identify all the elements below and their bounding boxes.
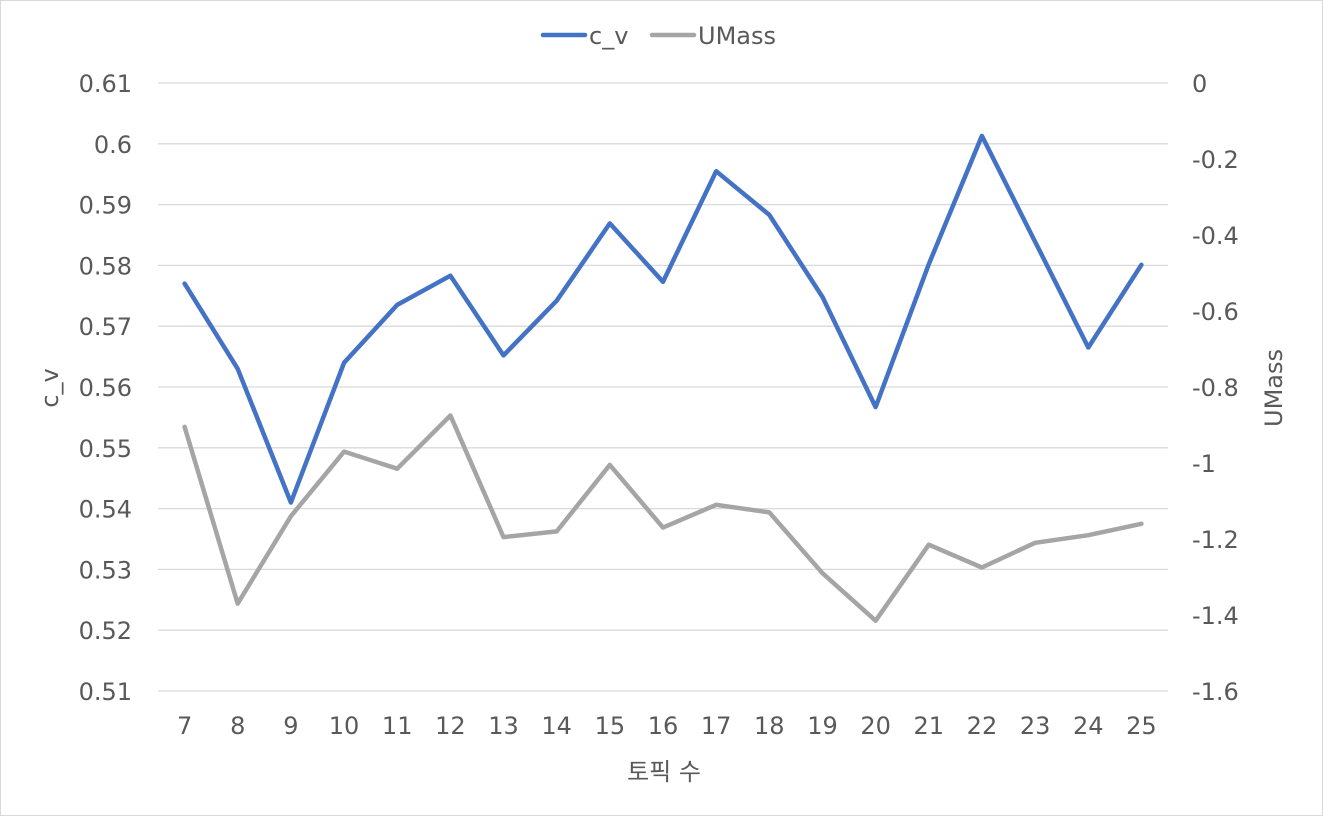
- x-tick-label: 10: [329, 712, 360, 740]
- x-tick-label: 24: [1073, 712, 1104, 740]
- left-tick-label: 0.6: [94, 131, 132, 159]
- left-tick-label: 0.61: [79, 70, 132, 98]
- right-tick-label: -1.2: [1192, 526, 1239, 554]
- left-tick-label: 0.54: [79, 496, 132, 524]
- right-tick-label: -1.6: [1192, 678, 1239, 706]
- x-tick-label: 12: [435, 712, 466, 740]
- right-tick-label: 0: [1192, 70, 1207, 98]
- x-tick-label: 23: [1020, 712, 1051, 740]
- left-tick-label: 0.53: [79, 556, 132, 584]
- x-tick-label: 16: [648, 712, 679, 740]
- left-tick-label: 0.58: [79, 252, 132, 280]
- right-tick-label: -1: [1192, 450, 1216, 478]
- x-tick-label: 11: [382, 712, 413, 740]
- left-tick-label: 0.57: [79, 313, 132, 341]
- x-axis-ticks: 7 8 9 10 11 12 13 14 15 16 17 18 19 20 21 22 23 24 25: [177, 712, 1157, 740]
- series-layer: [182, 133, 1144, 623]
- x-tick-label: 14: [541, 712, 572, 740]
- right-tick-label: -0.6: [1192, 298, 1239, 326]
- x-tick-label: 20: [860, 712, 891, 740]
- x-tick-label: 7: [177, 712, 192, 740]
- x-tick-label: 17: [701, 712, 732, 740]
- grid-lines: [158, 82, 1168, 692]
- left-tick-label: 0.52: [79, 617, 132, 645]
- right-tick-label: -0.8: [1192, 374, 1239, 402]
- left-tick-label: 0.55: [79, 435, 132, 463]
- series-line-umass: [182, 413, 1144, 623]
- x-tick-label: 22: [967, 712, 998, 740]
- left-tick-label: 0.51: [79, 678, 132, 706]
- x-tick-label: 25: [1126, 712, 1157, 740]
- left-tick-label: 0.59: [79, 192, 132, 220]
- x-axis-title: 토픽 수: [627, 758, 701, 786]
- series-line-c-v: [182, 133, 1144, 505]
- right-axis-ticks: 0 -0.2 -0.4 -0.6 -0.8 -1 -1.2 -1.4 -1.6: [1192, 70, 1239, 706]
- right-tick-label: -0.2: [1192, 146, 1239, 174]
- right-tick-label: -0.4: [1192, 222, 1239, 250]
- x-tick-label: 9: [283, 712, 298, 740]
- left-tick-label: 0.56: [79, 374, 132, 402]
- legend-label-umass: UMass: [698, 22, 776, 50]
- legend-label-c-v: c_v: [589, 22, 628, 50]
- x-tick-label: 19: [807, 712, 838, 740]
- right-tick-label: -1.4: [1192, 602, 1239, 630]
- legend: c_v UMass: [540, 22, 776, 50]
- x-tick-label: 8: [230, 712, 245, 740]
- x-tick-label: 13: [488, 712, 519, 740]
- x-tick-label: 21: [914, 712, 945, 740]
- x-tick-label: 18: [754, 712, 785, 740]
- right-axis-title: UMass: [1260, 349, 1288, 427]
- left-axis-title: c_v: [36, 368, 64, 407]
- left-axis-ticks: 0.61 0.6 0.59 0.58 0.57 0.56 0.55 0.54 0.53 0.52 0…: [79, 70, 132, 706]
- x-tick-label: 15: [595, 712, 626, 740]
